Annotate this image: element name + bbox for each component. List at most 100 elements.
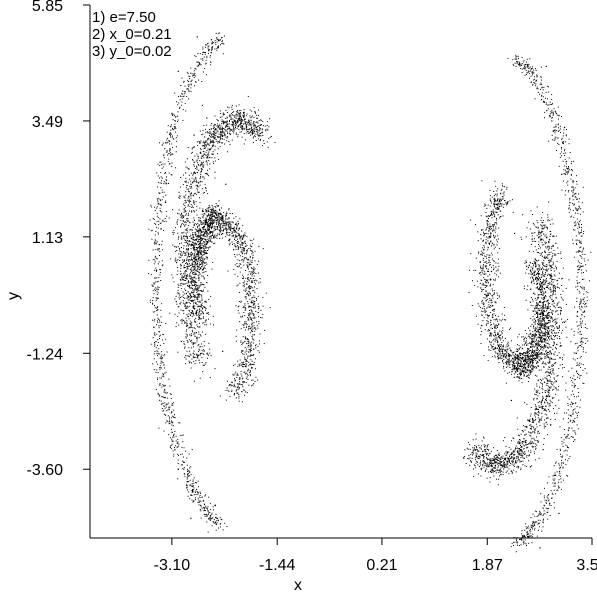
- data-point: [179, 283, 181, 285]
- data-point: [196, 235, 198, 237]
- data-point: [207, 46, 209, 48]
- data-point: [186, 228, 188, 230]
- data-point: [579, 221, 581, 223]
- data-point: [198, 309, 200, 311]
- data-point: [186, 249, 188, 251]
- data-point: [189, 253, 191, 255]
- data-point: [538, 513, 540, 515]
- data-point: [173, 417, 175, 419]
- data-point: [222, 220, 224, 222]
- data-point: [208, 318, 210, 320]
- data-point: [216, 39, 218, 41]
- data-point: [260, 317, 262, 319]
- data-point: [186, 227, 188, 229]
- data-point: [240, 240, 242, 242]
- data-point: [253, 348, 255, 350]
- data-point: [553, 485, 555, 487]
- data-point: [211, 134, 213, 136]
- data-point: [554, 474, 556, 476]
- data-point: [176, 266, 178, 268]
- data-point: [202, 192, 204, 194]
- data-point: [226, 136, 228, 138]
- data-point: [223, 228, 225, 230]
- data-point: [580, 301, 582, 303]
- data-point: [202, 208, 204, 210]
- data-point: [190, 466, 192, 468]
- data-point: [192, 300, 194, 302]
- data-point: [189, 479, 191, 481]
- data-point: [523, 375, 525, 377]
- data-point: [199, 316, 201, 318]
- data-point: [156, 277, 158, 279]
- data-point: [173, 434, 175, 436]
- data-point: [217, 206, 219, 208]
- data-point: [199, 202, 201, 204]
- data-point: [248, 119, 250, 121]
- data-point: [577, 364, 579, 366]
- data-point: [254, 368, 256, 370]
- data-point: [244, 257, 246, 259]
- data-point: [209, 514, 211, 516]
- data-point: [185, 181, 187, 183]
- data-point: [201, 297, 203, 299]
- data-point: [237, 310, 239, 312]
- data-point: [184, 288, 186, 290]
- data-point: [181, 254, 183, 256]
- data-point: [252, 328, 254, 330]
- data-point: [202, 166, 204, 168]
- data-point: [196, 284, 198, 286]
- data-point: [201, 252, 203, 254]
- data-point: [198, 234, 200, 236]
- data-point: [241, 230, 243, 232]
- data-point: [565, 389, 567, 391]
- data-point: [152, 303, 154, 305]
- data-point: [196, 268, 198, 270]
- data-point: [150, 204, 152, 206]
- data-point: [220, 207, 222, 209]
- data-point: [226, 221, 228, 223]
- data-point: [229, 226, 231, 228]
- data-point: [181, 251, 183, 253]
- data-point: [232, 227, 234, 229]
- data-point: [161, 180, 163, 182]
- data-point: [244, 308, 246, 310]
- data-point: [253, 301, 255, 303]
- data-point: [570, 415, 572, 417]
- data-point: [257, 272, 259, 274]
- data-point: [525, 526, 527, 528]
- data-point: [193, 246, 195, 248]
- data-point: [517, 63, 519, 65]
- data-point: [158, 399, 160, 401]
- data-point: [192, 234, 194, 236]
- data-point: [184, 475, 186, 477]
- data-point: [187, 475, 189, 477]
- data-point: [577, 231, 579, 233]
- data-point: [216, 226, 218, 228]
- data-point: [213, 219, 215, 221]
- data-point: [192, 239, 194, 241]
- data-point: [202, 272, 204, 274]
- data-point: [159, 142, 161, 144]
- data-point: [210, 220, 212, 222]
- data-point: [190, 193, 192, 195]
- data-point: [193, 314, 195, 316]
- data-point: [225, 224, 227, 226]
- data-point: [243, 119, 245, 121]
- data-point: [153, 263, 155, 265]
- data-point: [184, 305, 186, 307]
- data-point: [216, 237, 218, 239]
- data-point: [543, 513, 545, 515]
- data-point: [222, 223, 224, 225]
- data-point: [222, 42, 224, 44]
- data-point: [578, 267, 580, 269]
- data-point: [198, 254, 200, 256]
- data-point: [186, 489, 188, 491]
- data-point: [197, 156, 199, 158]
- data-point: [160, 355, 162, 357]
- data-point: [154, 288, 156, 290]
- data-point: [249, 305, 251, 307]
- data-point: [205, 361, 207, 363]
- data-point: [177, 232, 179, 234]
- data-point: [193, 178, 195, 180]
- data-point: [541, 95, 543, 97]
